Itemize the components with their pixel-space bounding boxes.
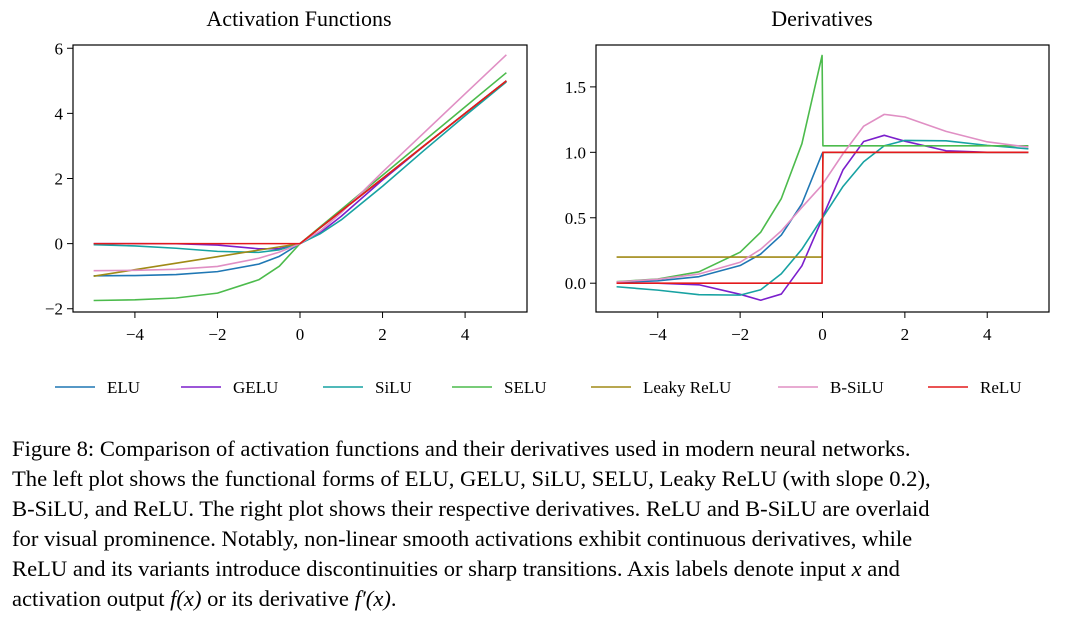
series-lines (616, 54, 1029, 302)
left-plot: −4 −2 0 2 4 −2 0 2 4 6 (45, 39, 528, 344)
legend-label: ELU (107, 378, 140, 397)
caption-text: or its derivative (201, 586, 355, 611)
caption-text: ReLU and its variants introduce disconti… (12, 556, 852, 581)
legend-item-selu: SELU (452, 378, 547, 397)
series-lines (93, 54, 507, 302)
caption-line: The left plot shows the functional forms… (12, 466, 931, 491)
y-tick-label: −2 (45, 300, 63, 319)
legend-item-gelu: GELU (181, 378, 278, 397)
x-tick-label: −4 (649, 325, 668, 344)
legend-item-relu: ReLU (928, 378, 1022, 397)
x-tick-label: −2 (731, 325, 749, 344)
legend-label: B-SiLU (830, 378, 884, 397)
caption-math-x: x (851, 556, 862, 581)
x-tick-label: 0 (296, 325, 305, 344)
series-line-gelu (93, 80, 507, 250)
legend-label: SiLU (375, 378, 412, 397)
series-line-relu (93, 80, 507, 245)
x-tick-label: 4 (983, 325, 992, 344)
caption-text: . (390, 586, 397, 611)
figure-caption: Figure 8: Comparison of activation funct… (12, 434, 1074, 614)
y-tick-label: 4 (55, 104, 64, 123)
y-tick-label: 1.0 (565, 143, 586, 162)
y-tick-label: 0.5 (565, 209, 586, 228)
y-tick-label: 6 (55, 39, 64, 58)
series-line-selu (616, 54, 1029, 283)
legend-item-b-silu: B-SiLU (778, 378, 884, 397)
x-tick-label: −2 (208, 325, 226, 344)
caption-line: Figure 8: Comparison of activation funct… (12, 436, 911, 461)
x-tick-label: 0 (818, 325, 827, 344)
legend-label: SELU (504, 378, 547, 397)
y-tick-label: 0 (55, 235, 64, 254)
x-tick-label: 2 (378, 325, 387, 344)
x-tick-label: 2 (901, 325, 910, 344)
y-tick-label: 0.0 (565, 274, 586, 293)
axes-frame (72, 44, 528, 313)
x-tick-label: 4 (461, 325, 470, 344)
caption-line: activation output f(x) or its derivative… (12, 584, 1074, 614)
legend-label: Leaky ReLU (643, 378, 731, 397)
figure: Activation Functions Derivatives −4 −2 0 2 4… (45, 6, 1050, 397)
legend-item-silu: SiLU (323, 378, 412, 397)
left-plot-title: Activation Functions (206, 6, 391, 31)
caption-line: ReLU and its variants introduce disconti… (12, 554, 1074, 584)
caption-line: B-SiLU, and ReLU. The right plot shows t… (12, 496, 930, 521)
y-tick-label: 1.5 (565, 78, 586, 97)
right-plot-title: Derivatives (771, 6, 872, 31)
legend: ELU GELU SiLU SELU Leaky ReLU B-SiLU ReLU (55, 378, 1022, 397)
legend-label: GELU (233, 378, 278, 397)
legend-item-elu: ELU (55, 378, 140, 397)
legend-item-leaky-relu: Leaky ReLU (591, 378, 731, 397)
caption-math-fx: f(x) (170, 586, 202, 611)
y-tick-label: 2 (55, 170, 64, 189)
caption-text: activation output (12, 586, 171, 611)
x-tick-label: −4 (126, 325, 145, 344)
legend-label: ReLU (980, 378, 1022, 397)
series-line-silu (93, 81, 507, 254)
caption-text: and (861, 556, 900, 581)
right-plot: −4 −2 0 2 4 0.0 0.5 1.0 1.5 (565, 44, 1050, 344)
series-line-b-silu (93, 54, 507, 272)
caption-math-dfx: f′(x) (354, 586, 391, 611)
series-line-relu (616, 151, 1029, 285)
caption-line: for visual prominence. Notably, non-line… (12, 526, 913, 551)
